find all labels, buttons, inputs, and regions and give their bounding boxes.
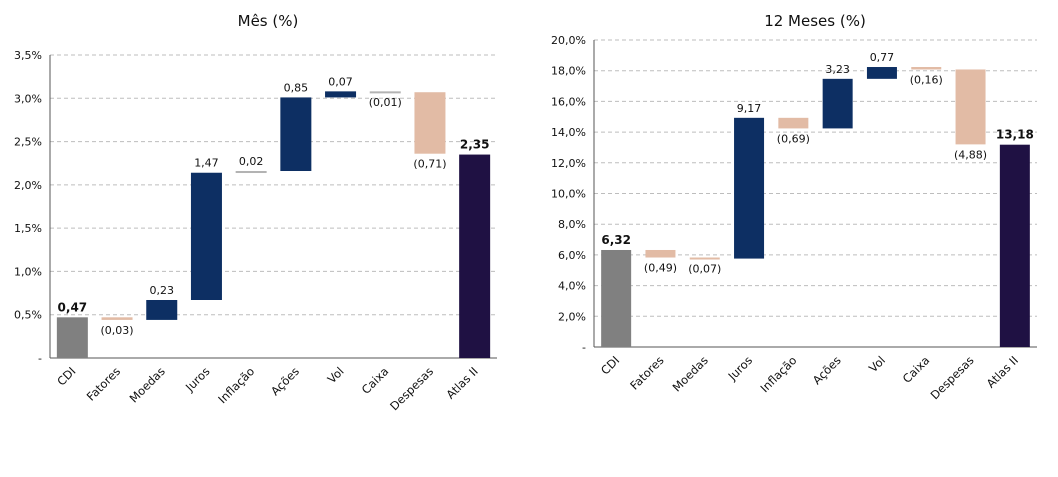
month-chart-category-label: Moedas	[127, 364, 168, 405]
twelve-month-chart-ytick-label: 2,0%	[558, 310, 586, 323]
month-chart-category-label: CDI	[54, 364, 78, 388]
month-chart-data-label: 1,47	[194, 157, 219, 170]
month-chart-category-label: Juros	[182, 364, 213, 395]
twelve-month-chart-ytick-label: 10,0%	[551, 188, 586, 201]
twelve-month-chart-bar-6	[822, 78, 853, 129]
twelve-month-chart-data-label: (4,88)	[954, 148, 987, 161]
twelve-month-chart-category-label: Inflação	[757, 353, 799, 395]
twelve-month-chart-category-label: Ações	[810, 353, 844, 387]
twelve-month-chart-data-label: 13,18	[996, 128, 1034, 142]
twelve-month-chart-category-label: Vol	[866, 353, 888, 375]
twelve-month-chart-bar-2	[645, 249, 676, 258]
twelve-month-chart-data-label: 0,77	[870, 51, 895, 64]
month-chart-data-label: 0,23	[150, 284, 175, 297]
twelve-month-chart-data-label: (0,07)	[688, 263, 721, 276]
twelve-month-chart-category-label: Caixa	[900, 353, 933, 386]
month-chart-bar-7	[325, 91, 357, 98]
month-chart-data-label: 0,85	[284, 81, 309, 94]
twelve-month-chart-bar-10	[999, 144, 1030, 347]
twelve-month-chart-bar-5	[778, 117, 809, 129]
month-chart-category-label: Despesas	[387, 364, 436, 413]
twelve-month-chart-bar-7	[866, 67, 897, 79]
twelve-month-chart-bar-1	[601, 249, 632, 347]
month-chart-data-label: (0,03)	[101, 324, 134, 337]
month-chart-title: Mês (%)	[238, 12, 299, 30]
month-chart-data-label: 2,35	[460, 138, 490, 152]
month-chart-ytick-label: 2,0%	[14, 179, 42, 192]
twelve-month-chart-category-label: Atlas II	[984, 353, 1021, 390]
twelve-month-chart-data-label: 6,32	[601, 233, 631, 247]
twelve-month-chart-ytick-label: 20,0%	[551, 34, 586, 47]
month-chart-bar-1	[56, 317, 88, 358]
month-chart-bar-6	[280, 97, 312, 172]
twelve-month-chart-ytick-label: 4,0%	[558, 280, 586, 293]
twelve-month-chart-ytick-label: 16,0%	[551, 95, 586, 108]
twelve-month-chart-data-label: 9,17	[737, 102, 762, 115]
twelve-month-chart-ytick-label: 18,0%	[551, 65, 586, 78]
month-chart-ytick-label: 1,0%	[14, 265, 42, 278]
month-chart-bar-4	[190, 172, 222, 300]
month-chart-category-label: Ações	[268, 364, 302, 398]
month-chart-data-label: 0,47	[58, 300, 88, 314]
month-chart-bar-8	[369, 91, 401, 94]
month-chart-ytick-label: 0,5%	[14, 309, 42, 322]
twelve-month-chart-ytick-label: 14,0%	[551, 126, 586, 139]
month-chart-category-label: Fatores	[84, 364, 123, 403]
twelve-month-chart-bar-4	[734, 117, 765, 259]
twelve-month-chart-ytick-label: 12,0%	[551, 157, 586, 170]
month-chart-bar-9	[414, 92, 446, 154]
twelve-month-chart-data-label: (0,16)	[910, 73, 943, 86]
month-chart-bar-3	[146, 299, 178, 320]
month-chart-data-label: 0,07	[328, 75, 353, 88]
twelve-month-chart-category-label: Moedas	[670, 353, 711, 394]
month-chart-bar-5	[235, 171, 267, 174]
twelve-month-chart-bar-9	[955, 69, 986, 145]
month-chart-ytick-label: -	[38, 352, 42, 365]
twelve-month-chart-category-label: Despesas	[928, 353, 977, 402]
month-chart-data-label: (0,01)	[369, 96, 402, 109]
twelve-month-chart-ytick-label: -	[582, 341, 586, 354]
month-chart-ytick-label: 1,5%	[14, 222, 42, 235]
month-chart-data-label: 0,02	[239, 155, 264, 168]
twelve-month-chart-data-label: 3,23	[825, 63, 850, 76]
twelve-month-chart-ytick-label: 6,0%	[558, 249, 586, 262]
month-chart-ytick-label: 2,5%	[14, 136, 42, 149]
twelve-month-chart-ytick-label: 8,0%	[558, 218, 586, 231]
twelve-month-chart-title: 12 Meses (%)	[764, 12, 866, 30]
month-chart-ytick-label: 3,5%	[14, 49, 42, 62]
twelve-month-chart-category-label: Fatores	[627, 353, 666, 392]
twelve-month-chart-data-label: (0,69)	[777, 132, 810, 145]
month-chart-ytick-label: 3,0%	[14, 92, 42, 105]
month-chart-category-label: Inflação	[215, 364, 257, 406]
twelve-month-chart-category-label: Juros	[725, 353, 756, 384]
twelve-month-chart-bar-8	[911, 67, 942, 70]
twelve-month-chart-data-label: (0,49)	[644, 262, 677, 275]
twelve-month-chart-category-label: CDI	[598, 353, 622, 377]
twelve-month-chart-bar-3	[689, 257, 720, 260]
month-chart-category-label: Vol	[325, 364, 347, 386]
month-chart-data-label: (0,71)	[413, 158, 446, 171]
month-chart-category-label: Caixa	[359, 364, 392, 397]
month-chart-bar-10	[459, 154, 491, 358]
month-chart-category-label: Atlas II	[443, 364, 480, 401]
month-chart-bar-2	[101, 317, 133, 320]
